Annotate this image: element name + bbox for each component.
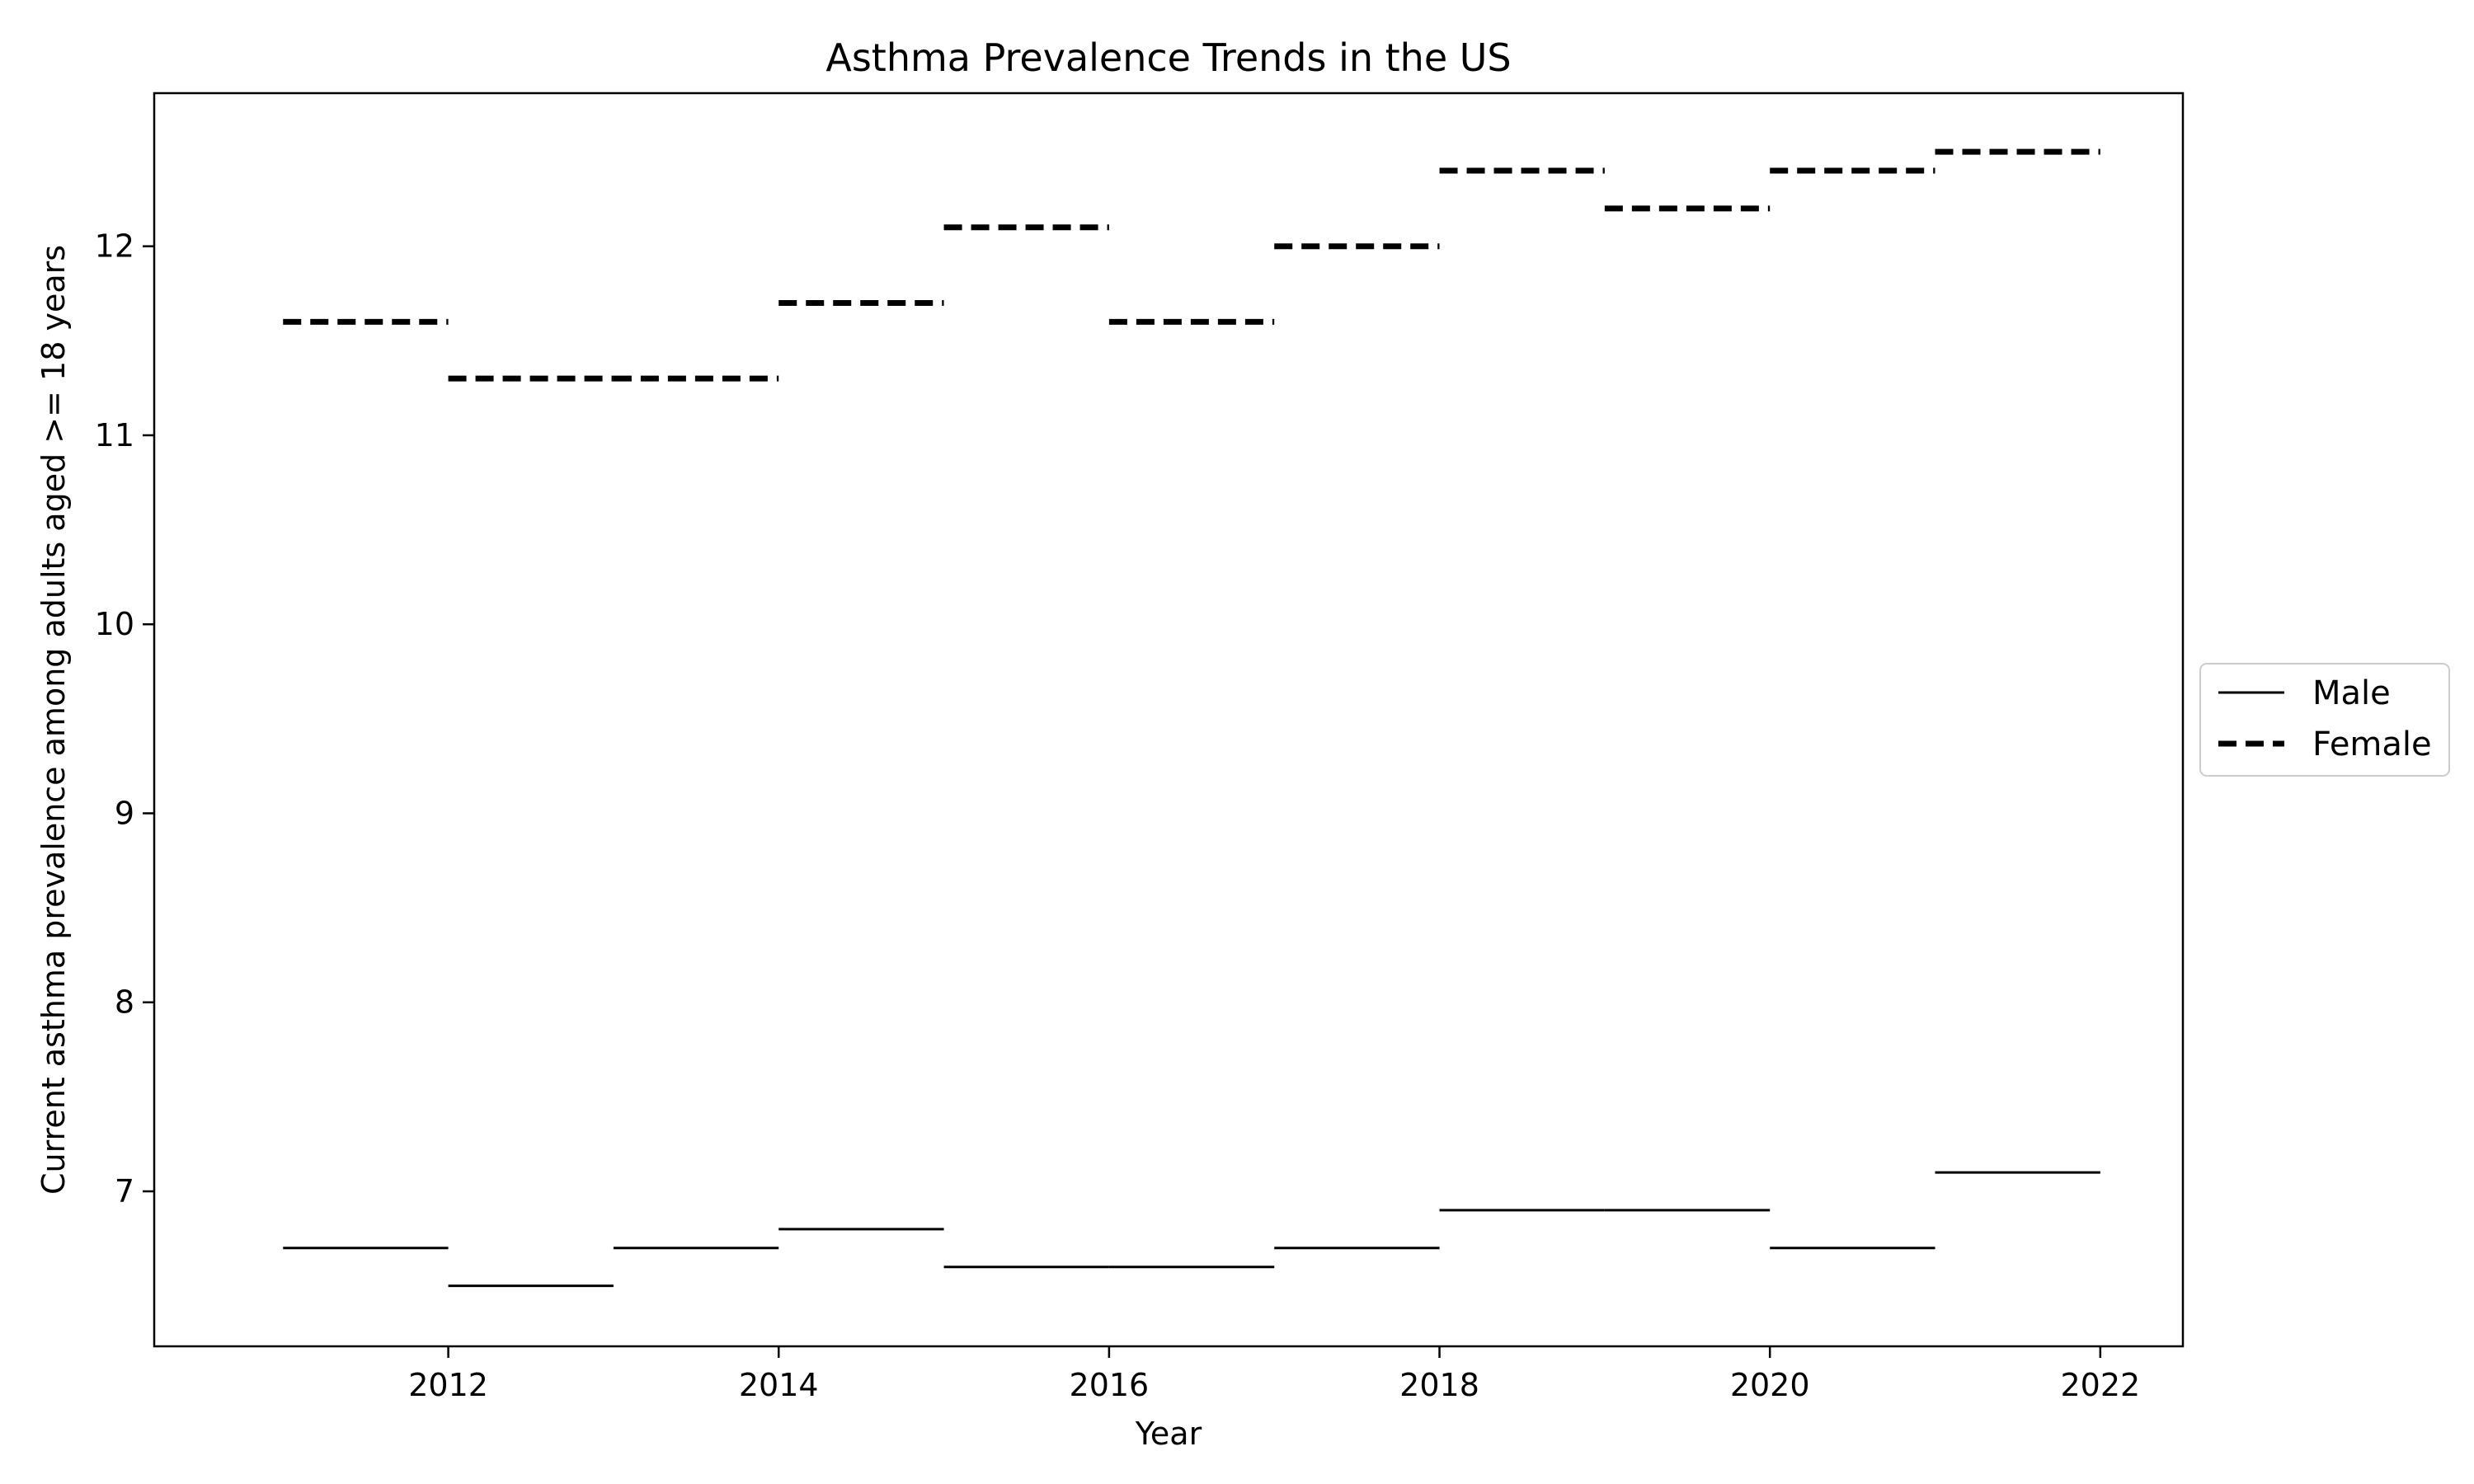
x-tick-label: 2018 (1399, 1367, 1479, 1403)
y-tick-label: 11 (95, 417, 134, 453)
plot-area: 2012 2014 2016 2018 2020 2022 7 8 9 10 11 12 (95, 148, 2140, 1403)
y-axis-label: Current asthma prevalence among adults a… (35, 245, 72, 1195)
legend-male-label: Male (2312, 674, 2391, 712)
legend: Male Female (2199, 663, 2450, 777)
y-tick-label: 7 (115, 1173, 134, 1209)
x-tick-label: 2016 (1070, 1367, 1150, 1403)
y-tick-label: 8 (115, 984, 134, 1021)
x-tick-label: 2014 (739, 1367, 819, 1403)
x-tick-label: 2022 (2060, 1367, 2140, 1403)
x-axis-label: Year (1135, 1416, 1202, 1452)
plot-frame (153, 92, 2185, 1348)
y-tick-label: 10 (95, 606, 134, 642)
chart-title: Asthma Prevalence Trends in the US (825, 35, 1511, 80)
x-tick-label: 2012 (408, 1367, 488, 1403)
legend-female-label: Female (2312, 726, 2432, 763)
y-tick-label: 9 (115, 795, 134, 831)
y-tick-label: 12 (95, 228, 134, 265)
x-tick-label: 2020 (1730, 1367, 1810, 1403)
